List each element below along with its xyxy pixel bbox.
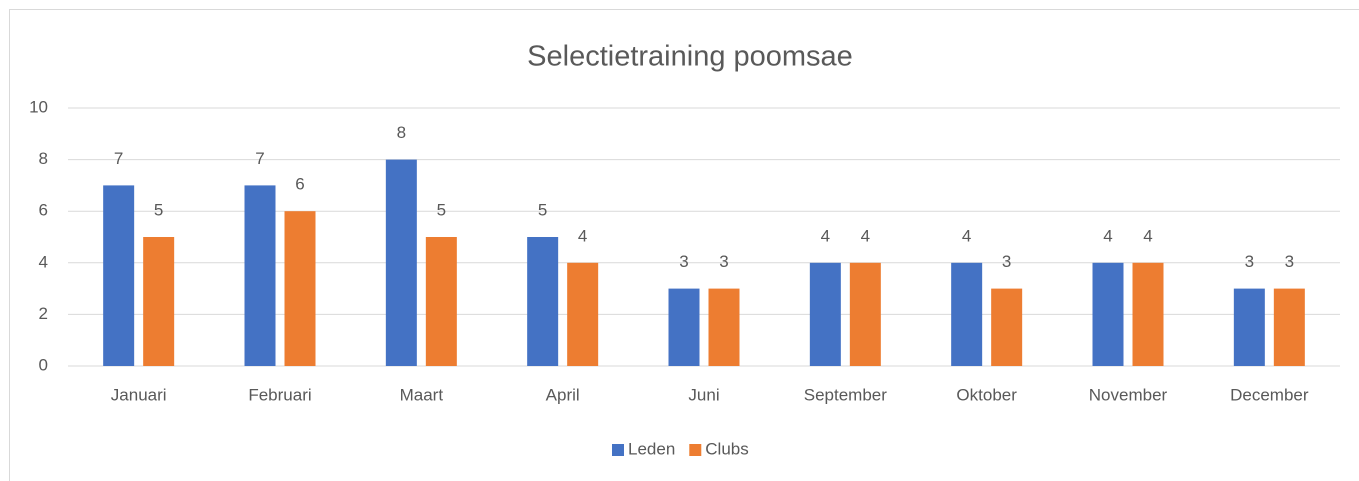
bar — [284, 211, 316, 366]
legend-swatch — [689, 444, 702, 456]
data-label: 4 — [821, 226, 830, 245]
data-label: 3 — [679, 252, 688, 271]
bar — [143, 237, 175, 366]
data-label: 4 — [861, 226, 870, 245]
bar — [991, 288, 1023, 366]
y-tick-label: 0 — [39, 355, 48, 374]
data-label: 5 — [154, 200, 163, 219]
legend-label: Clubs — [705, 439, 748, 458]
bar — [809, 262, 841, 366]
y-tick-label: 4 — [39, 252, 48, 271]
data-label: 3 — [1285, 252, 1294, 271]
data-label: 7 — [114, 149, 123, 168]
bar — [244, 185, 276, 366]
x-tick-label: Oktober — [956, 385, 1017, 404]
data-label: 6 — [295, 175, 304, 194]
x-tick-label: Januari — [111, 385, 167, 404]
bar — [385, 159, 417, 366]
bar — [1233, 288, 1265, 366]
data-label: 5 — [538, 200, 547, 219]
data-label: 8 — [397, 123, 406, 142]
data-label: 3 — [719, 252, 728, 271]
y-tick-label: 10 — [29, 97, 48, 116]
data-label: 5 — [437, 200, 446, 219]
legend-swatch — [612, 444, 624, 456]
bar — [849, 262, 881, 366]
bar — [1273, 288, 1305, 366]
chart-title: Selectietraining poomsae — [527, 41, 853, 73]
bar — [708, 288, 740, 366]
legend-label: Leden — [628, 439, 675, 458]
x-tick-label: November — [1089, 385, 1168, 404]
bar — [425, 237, 457, 366]
y-tick-label: 6 — [39, 201, 48, 220]
data-label: 7 — [255, 149, 264, 168]
data-label: 4 — [962, 226, 971, 245]
x-tick-label: Februari — [248, 385, 311, 404]
x-tick-label: April — [546, 385, 580, 404]
y-tick-label: 2 — [39, 304, 48, 323]
data-label: 3 — [1245, 252, 1254, 271]
bar — [567, 262, 599, 366]
x-tick-label: Maart — [400, 385, 444, 404]
bar — [527, 237, 559, 366]
y-tick-label: 8 — [39, 149, 48, 168]
bar — [668, 288, 700, 366]
bar — [1132, 262, 1164, 366]
x-tick-label: December — [1230, 385, 1309, 404]
bar — [1092, 262, 1124, 366]
bar — [951, 262, 983, 366]
data-label: 4 — [1103, 226, 1112, 245]
data-label: 4 — [578, 226, 587, 245]
x-tick-label: Juni — [688, 385, 719, 404]
bar — [103, 185, 135, 366]
x-tick-label: September — [804, 385, 887, 404]
data-label: 3 — [1002, 252, 1011, 271]
data-label: 4 — [1143, 226, 1152, 245]
chart-border — [9, 9, 1359, 481]
